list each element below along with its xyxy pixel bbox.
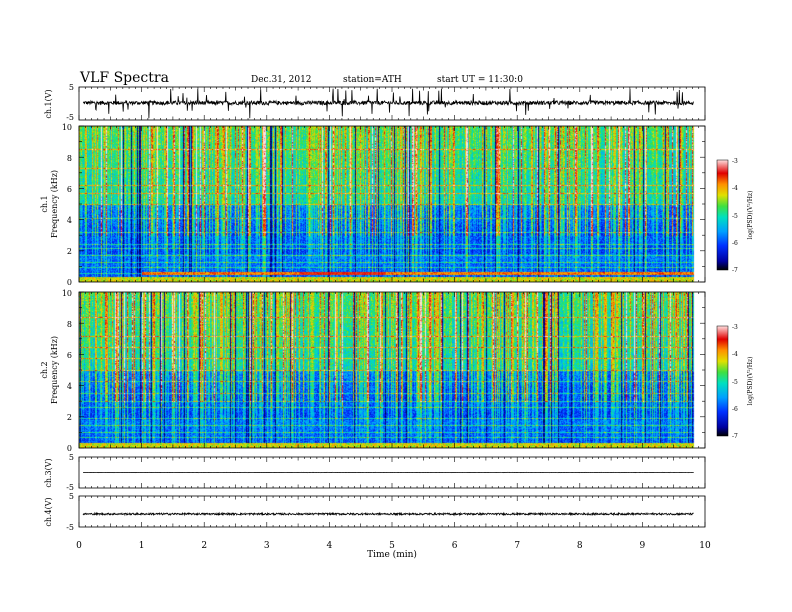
- ch2-channel-label: ch.2: [40, 361, 49, 378]
- xtick-label: 9: [640, 541, 646, 551]
- xtick-label: 0: [76, 541, 82, 551]
- date-label: Dec.31, 2012: [251, 75, 312, 85]
- time-axis-title: Time (min): [367, 549, 417, 560]
- ch1-ytick-10: 10: [62, 123, 72, 132]
- xtick-label: 7: [514, 541, 520, 551]
- ch1-cbar-tick-m4: -4: [732, 185, 738, 192]
- ch2-colorbar: -3 -4 -5 -6 -7 log(PSD)(V²/Hz): [716, 324, 754, 440]
- ch1-ytick-2: 2: [67, 247, 72, 256]
- ch1-waveform-panel: 5 -5 ch.1(V): [44, 83, 706, 122]
- ch2-spectrogram-panel: 10 8 6 4 2 0 ch.2 Frequency (kHz): [40, 289, 706, 453]
- ch2-cbar-tick-m7: -7: [732, 433, 738, 440]
- ch2-frequency-label: Frequency (kHz): [50, 336, 59, 404]
- ch1-spectrogram-image: [79, 126, 705, 282]
- ch2-ytick-10: 10: [62, 289, 72, 298]
- xtick-label: 1: [139, 541, 145, 551]
- xtick-label: 6: [452, 541, 458, 551]
- xtick-label: 2: [201, 541, 207, 551]
- ch4-waveform-panel: 5 -5 ch.4(V): [44, 492, 706, 532]
- ch3-waveform-panel: 5 -5 ch.3(V): [44, 453, 706, 492]
- ch1-ytick-4: 4: [67, 216, 72, 225]
- ch1-colorbar: -3 -4 -5 -6 -7 log(PSD)(V²/Hz): [716, 158, 754, 274]
- ch1-ytick-top: 5: [69, 83, 74, 92]
- ch2-cbar-tick-m4: -4: [732, 351, 738, 358]
- station-label: station=ATH: [343, 75, 402, 85]
- ch1-spectrogram-panel: 10 8 6 4 2 0 ch.1 Frequency (kHz): [40, 123, 706, 287]
- ch2-ytick-8: 8: [67, 320, 72, 329]
- ch2-ytick-4: 4: [67, 382, 72, 391]
- ch1-ylabel: ch.1(V): [44, 89, 53, 118]
- ch1-ytick-0: 0: [67, 278, 72, 287]
- xtick-label: 5: [389, 541, 395, 551]
- ch3-ytick-top: 5: [69, 453, 74, 462]
- xtick-label: 3: [264, 541, 270, 551]
- ch2-ytick-2: 2: [67, 413, 72, 422]
- ch1-cbar-tick-m7: -7: [732, 267, 738, 274]
- ch1-ytick-6: 6: [67, 185, 72, 194]
- ch2-cbar-tick-m6: -6: [732, 406, 738, 413]
- xtick-label: 4: [327, 541, 333, 551]
- ch1-ytick-bottom: -5: [66, 113, 74, 122]
- xtick-label: 8: [577, 541, 583, 551]
- ch1-cbar-tick-m3: -3: [732, 158, 738, 165]
- ch1-cbar-tick-m5: -5: [732, 213, 738, 220]
- ch2-colorbar-gradient: [716, 325, 729, 437]
- ch2-spectrogram-image: [79, 292, 705, 448]
- figure-title: VLF Spectra: [79, 70, 169, 86]
- ch2-cbar-tick-m3: -3: [732, 324, 738, 331]
- axis-ticks: [78, 87, 706, 527]
- ch4-ylabel: ch.4(V): [44, 497, 53, 526]
- ch1-cbar-tick-m6: -6: [732, 240, 738, 247]
- ch4-ytick-bottom: -5: [66, 523, 74, 532]
- ch1-colorbar-gradient: [716, 159, 729, 271]
- time-axis-labels: 0 1 2 3 4 5 6 7 8 9 10: [76, 541, 711, 551]
- ch1-channel-label: ch.1: [40, 195, 49, 212]
- ch3-ylabel: ch.3(V): [44, 458, 53, 487]
- xtick-label: 10: [699, 541, 711, 551]
- ch2-ytick-6: 6: [67, 351, 72, 360]
- ch3-ytick-bottom: -5: [66, 483, 74, 492]
- ch1-colorbar-label: log(PSD)(V²/Hz): [747, 191, 754, 240]
- ch2-cbar-tick-m5: -5: [732, 379, 738, 386]
- ch2-colorbar-label: log(PSD)(V²/Hz): [747, 357, 754, 406]
- ch1-trace: [82, 88, 694, 119]
- ch1-frequency-label: Frequency (kHz): [50, 170, 59, 238]
- start-time-label: start UT = 11:30:0: [437, 75, 523, 85]
- ch4-frame: [78, 495, 706, 528]
- ch1-ytick-8: 8: [67, 154, 72, 163]
- ch4-trace: [82, 511, 694, 517]
- ch2-ytick-0: 0: [67, 444, 72, 453]
- ch4-ytick-top: 5: [69, 492, 74, 501]
